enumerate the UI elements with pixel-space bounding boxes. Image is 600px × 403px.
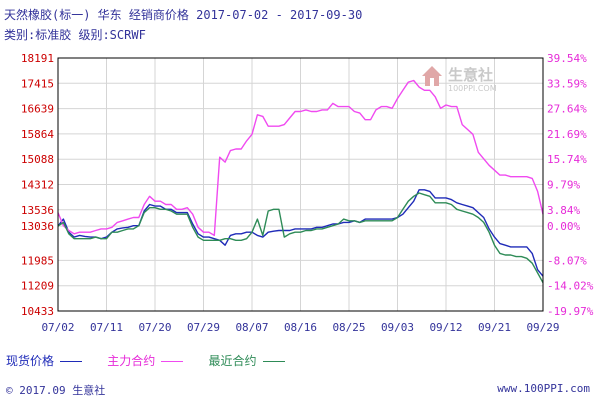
y-left-tick-label: 18191 <box>21 52 54 65</box>
legend-swatch <box>60 361 83 362</box>
y-right-tick-label: 33.59% <box>547 77 587 90</box>
x-tick-label: 09/29 <box>526 321 559 334</box>
footer-website-link[interactable]: www.100PPI.com <box>497 382 590 395</box>
y-left-tick-label: 15864 <box>21 128 54 141</box>
legend-swatch <box>161 361 184 362</box>
legend-item-nearest-contract: 最近合约 <box>209 352 285 369</box>
watermark-text: 生意社 <box>448 66 494 84</box>
right-axis-ticks: 39.54% 33.59% 27.64% 21.69% 15.74% 9.79% 3.84%… <box>547 52 594 318</box>
y-right-tick-label: 21.69% <box>547 128 587 141</box>
y-left-tick-label: 13036 <box>21 220 54 233</box>
legend-label: 最近合约 <box>208 354 257 368</box>
price-chart: 18191 17415 16639 15864 15088 14312 13536 13036… <box>21 52 594 334</box>
y-right-tick-label: 0.00% <box>547 220 580 233</box>
x-axis-ticks: 07/02 07/11 07/20 07/29 08/07 08/16 08/25 09/03… <box>41 321 559 334</box>
x-tick-label: 08/25 <box>332 321 365 334</box>
legend-item-spot: 现货价格 <box>6 352 83 369</box>
y-left-tick-label: 11985 <box>21 254 54 267</box>
x-tick-label: 07/11 <box>90 321 123 334</box>
x-tick-label: 09/12 <box>429 321 462 334</box>
y-left-tick-label: 11209 <box>21 280 54 293</box>
legend: 现货价格 主力合约 最近合约 <box>6 352 303 369</box>
x-tick-label: 07/29 <box>187 321 220 334</box>
y-left-tick-label: 16639 <box>21 103 54 116</box>
x-tick-label: 08/16 <box>284 321 317 334</box>
x-tick-label: 09/21 <box>478 321 511 334</box>
series-lines <box>57 79 544 284</box>
x-tick-label: 08/07 <box>235 321 268 334</box>
watermark-url: 100PPI.COM <box>448 84 497 93</box>
footer-copyright: © 2017.09 生意社 <box>6 384 106 397</box>
watermark-logo-icon <box>422 66 442 86</box>
y-left-tick-label: 15088 <box>21 153 54 166</box>
y-right-tick-label: -19.97% <box>547 305 594 318</box>
y-right-tick-label: -8.07% <box>547 254 587 267</box>
plot-frame <box>57 57 544 312</box>
y-right-tick-label: -14.02% <box>547 280 594 293</box>
y-right-tick-label: 27.64% <box>547 103 587 116</box>
series-line <box>57 79 544 237</box>
y-left-tick-label: 13536 <box>21 204 54 217</box>
y-right-tick-label: 3.84% <box>547 204 580 217</box>
legend-label: 现货价格 <box>6 354 55 368</box>
x-tick-label: 07/20 <box>138 321 171 334</box>
y-right-tick-label: 39.54% <box>547 52 587 65</box>
legend-label: 主力合约 <box>107 354 156 368</box>
legend-swatch <box>262 361 285 362</box>
y-right-tick-label: 15.74% <box>547 153 587 166</box>
y-left-tick-label: 10433 <box>21 305 54 318</box>
x-tick-label: 09/03 <box>381 321 414 334</box>
y-left-tick-label: 14312 <box>21 179 54 192</box>
chart-subtitle: 类别:标准胶 级别:SCRWF <box>4 28 146 42</box>
left-axis-ticks: 18191 17415 16639 15864 15088 14312 13536 13036… <box>21 52 54 318</box>
y-left-tick-label: 17415 <box>21 77 54 90</box>
y-right-tick-label: 9.79% <box>547 179 580 192</box>
chart-title: 天然橡胶(标一) 华东 经销商价格 2017-07-02 - 2017-09-3… <box>4 8 363 22</box>
series-line <box>57 192 544 284</box>
legend-item-main-contract: 主力合约 <box>107 352 184 369</box>
x-tick-label: 07/02 <box>41 321 74 334</box>
